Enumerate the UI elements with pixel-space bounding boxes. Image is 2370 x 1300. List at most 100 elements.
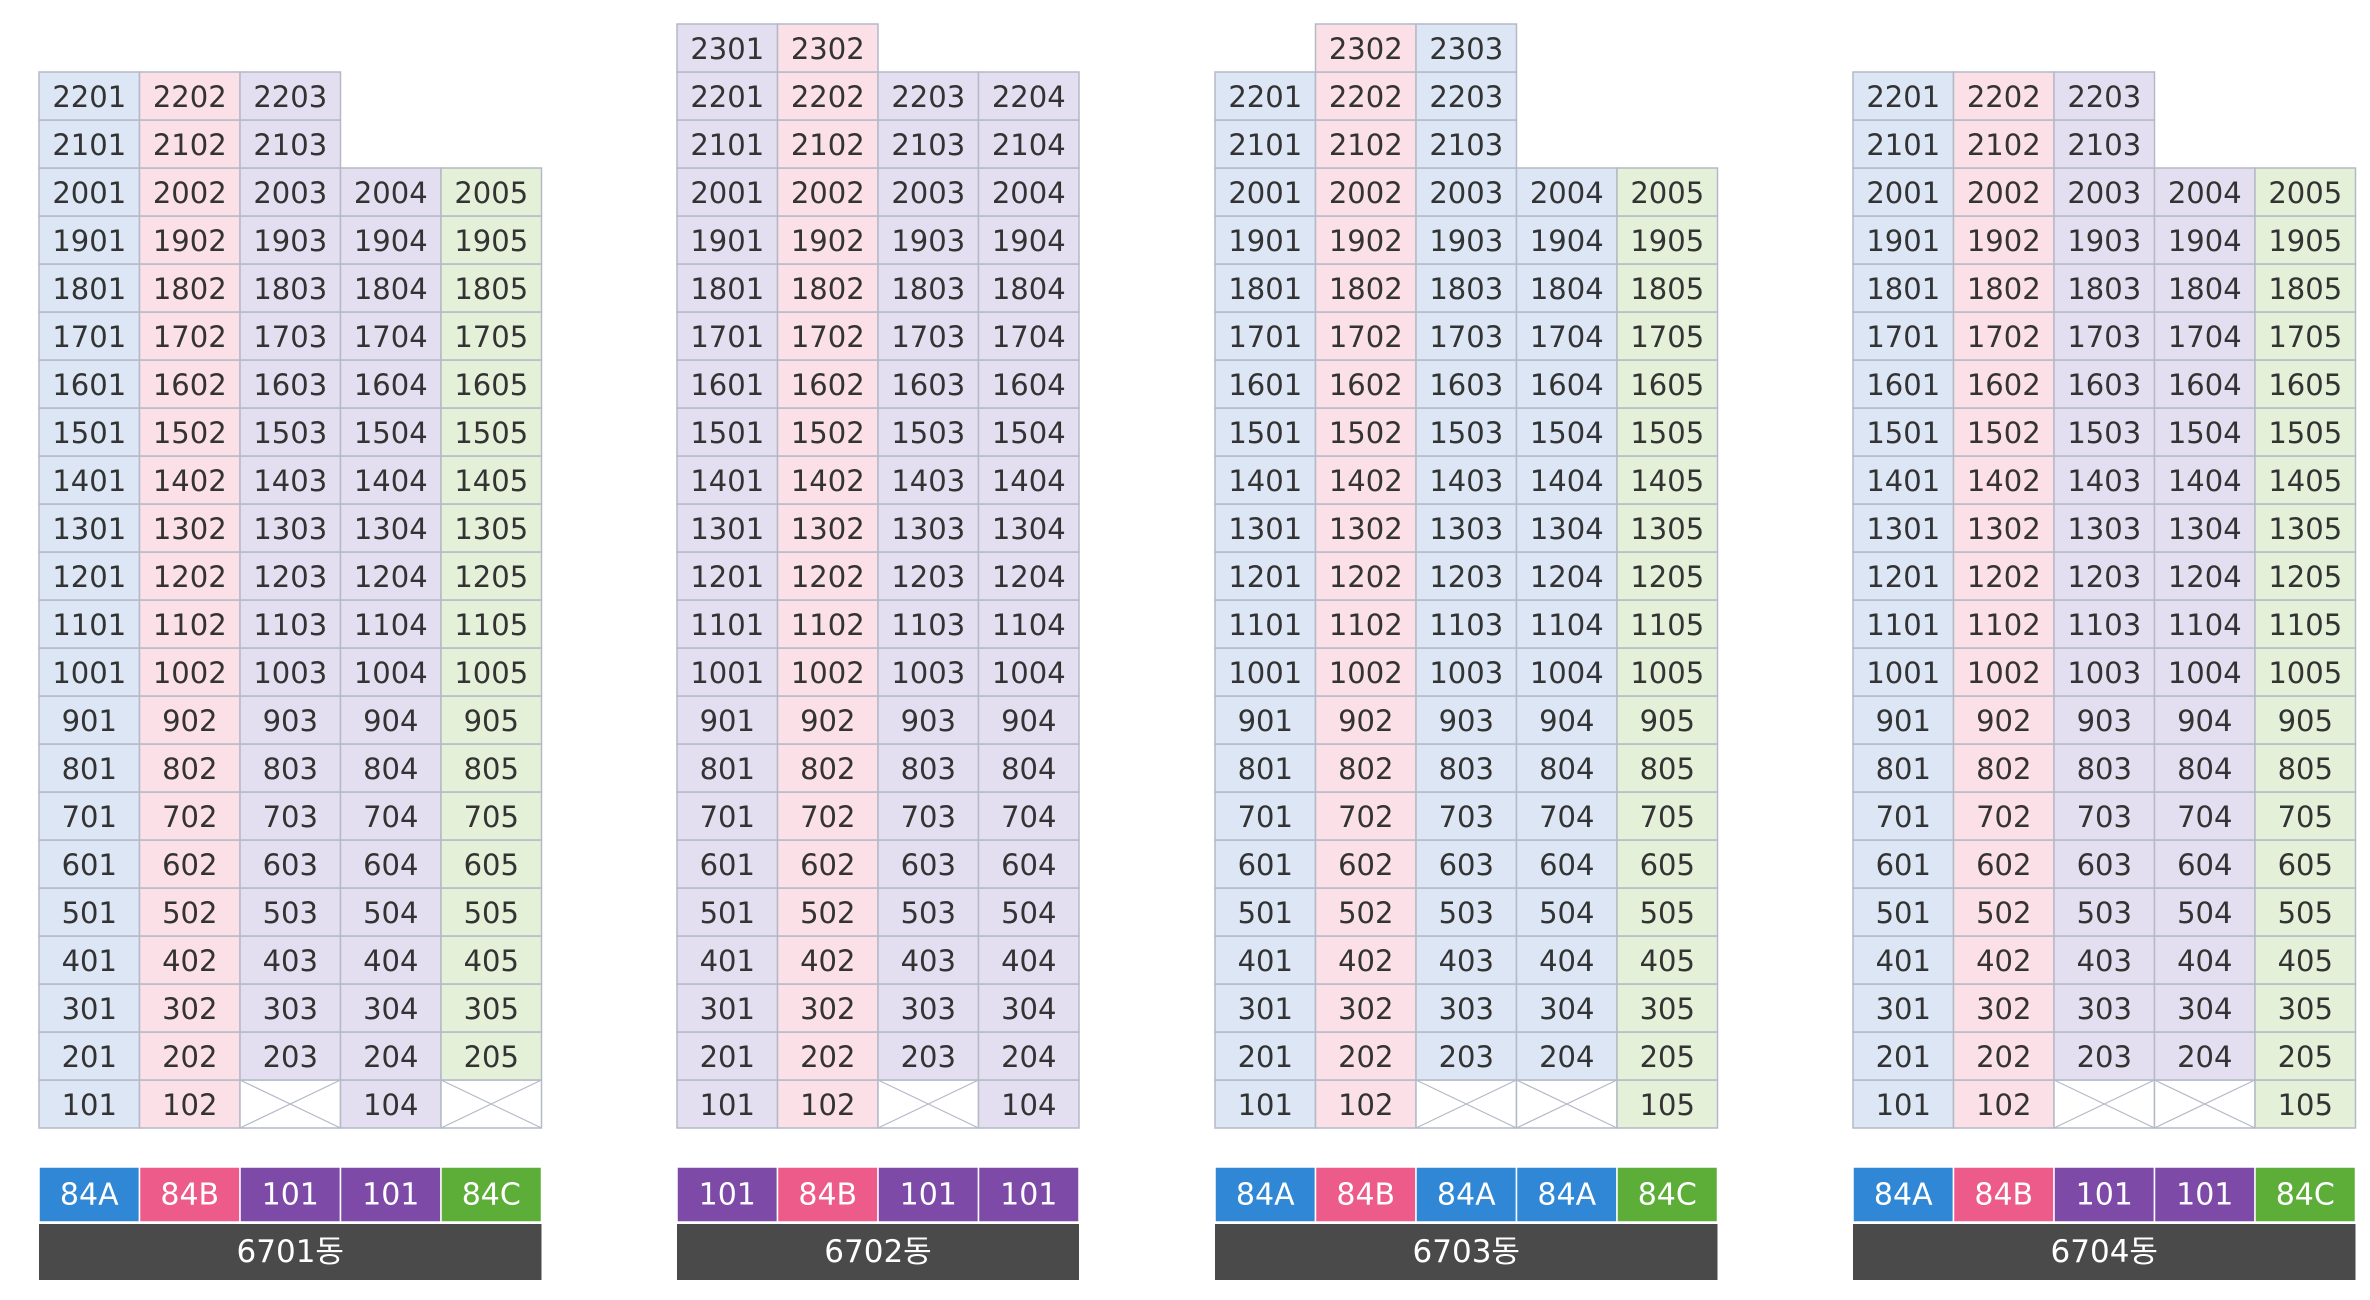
unit-cell bbox=[1952, 263, 2055, 313]
unit-number: 503 bbox=[1439, 896, 1494, 930]
unit-number: 1703 bbox=[891, 320, 965, 354]
unit-number: 304 bbox=[1001, 992, 1056, 1026]
unit-number: 1801 bbox=[690, 272, 764, 306]
unit-cell bbox=[1314, 983, 1417, 1033]
unit-number: 1404 bbox=[354, 464, 428, 498]
unit-number: 2103 bbox=[891, 128, 965, 162]
unit-number: 903 bbox=[901, 704, 956, 738]
unit-number: 601 bbox=[700, 848, 755, 882]
unit-number: 502 bbox=[1976, 896, 2031, 930]
unit-cell bbox=[440, 983, 543, 1033]
unit-cell bbox=[1852, 695, 1955, 745]
unit-number: 1801 bbox=[1866, 272, 1940, 306]
unit-cell bbox=[1515, 455, 1618, 505]
type-badge bbox=[38, 1166, 141, 1223]
unit-cell bbox=[1314, 503, 1417, 553]
unit-cell bbox=[38, 263, 141, 313]
unit-cell bbox=[1515, 503, 1618, 553]
unit-number: 1702 bbox=[1967, 320, 2041, 354]
unit-number: 102 bbox=[800, 1088, 855, 1122]
type-label: 101 bbox=[362, 1178, 419, 1213]
unit-number: 502 bbox=[162, 896, 217, 930]
unit-cell bbox=[877, 455, 980, 505]
unit-number: 604 bbox=[1539, 848, 1594, 882]
unit-number: 1701 bbox=[52, 320, 126, 354]
type-badge bbox=[1852, 1166, 1955, 1223]
unit-cell bbox=[339, 263, 442, 313]
unit-cell bbox=[977, 935, 1080, 985]
unit-cell bbox=[1314, 23, 1417, 73]
unit-number: 1401 bbox=[1866, 464, 1940, 498]
unit-cell bbox=[239, 119, 342, 169]
unit-cell bbox=[1415, 311, 1518, 361]
unit-number: 1002 bbox=[791, 656, 865, 690]
unit-cell bbox=[339, 935, 442, 985]
unit-number: 1503 bbox=[1429, 416, 1503, 450]
unit-number: 1405 bbox=[1630, 464, 1704, 498]
unit-cell bbox=[676, 455, 779, 505]
unit-number: 202 bbox=[1338, 1040, 1393, 1074]
cross bbox=[877, 1079, 979, 1129]
unit-number: 302 bbox=[162, 992, 217, 1026]
unit-number: 703 bbox=[1439, 800, 1494, 834]
unit-cell bbox=[138, 839, 241, 889]
unit-number: 1304 bbox=[354, 512, 428, 546]
unit-number: 2302 bbox=[1329, 32, 1403, 66]
unit-number: 405 bbox=[464, 944, 519, 978]
unit-cell bbox=[440, 503, 543, 553]
building: 101 201 301 401 501 601 701 801 901 1001 1101 1201 1… bbox=[676, 23, 1080, 1280]
unit-number: 1902 bbox=[153, 224, 227, 258]
unit-cell bbox=[38, 311, 141, 361]
type-label: 84A bbox=[1236, 1178, 1295, 1213]
unit-number: 1404 bbox=[2168, 464, 2242, 498]
unit-number: 1803 bbox=[253, 272, 327, 306]
unit-number: 1705 bbox=[1630, 320, 1704, 354]
unit-number: 1502 bbox=[1967, 416, 2041, 450]
unit-cell bbox=[1214, 839, 1317, 889]
unit-cell bbox=[977, 1079, 1080, 1129]
unit-number: 1905 bbox=[2268, 224, 2342, 258]
unit-cell bbox=[38, 887, 141, 937]
type-label: 84C bbox=[462, 1178, 521, 1213]
unit-cell bbox=[1415, 119, 1518, 169]
unit-number: 1204 bbox=[2168, 560, 2242, 594]
unit-cell bbox=[1214, 215, 1317, 265]
unit-number: 1302 bbox=[1329, 512, 1403, 546]
unit-cell bbox=[239, 743, 342, 793]
unit-cell bbox=[1952, 407, 2055, 457]
unit-number: 602 bbox=[800, 848, 855, 882]
unit-cell bbox=[440, 839, 543, 889]
unit-number: 1604 bbox=[1530, 368, 1604, 402]
unit-number: 1502 bbox=[153, 416, 227, 450]
unit-number: 1103 bbox=[253, 608, 327, 642]
unit-number: 901 bbox=[1876, 704, 1931, 738]
unit-number: 1204 bbox=[354, 560, 428, 594]
unit-number: 1703 bbox=[2067, 320, 2141, 354]
unit-number: 205 bbox=[2278, 1040, 2333, 1074]
unit-cell bbox=[676, 119, 779, 169]
unit-number: 604 bbox=[2177, 848, 2232, 882]
unit-cell bbox=[2153, 743, 2256, 793]
unit-cell bbox=[1314, 599, 1417, 649]
unit-number: 1501 bbox=[1228, 416, 1302, 450]
unit-number: 1605 bbox=[454, 368, 528, 402]
unit-number: 1705 bbox=[454, 320, 528, 354]
unit-number: 1201 bbox=[690, 560, 764, 594]
unit-number: 1902 bbox=[1967, 224, 2041, 258]
unit-number: 1301 bbox=[1228, 512, 1302, 546]
unit-number: 1505 bbox=[2268, 416, 2342, 450]
unit-number: 1301 bbox=[1866, 512, 1940, 546]
unit-number: 702 bbox=[162, 800, 217, 834]
unit-number: 704 bbox=[1001, 800, 1056, 834]
unit-cell bbox=[1852, 887, 1955, 937]
unit-cell bbox=[1415, 503, 1518, 553]
unit-number: 802 bbox=[800, 752, 855, 786]
unit-number: 1505 bbox=[1630, 416, 1704, 450]
cross bbox=[239, 1079, 341, 1129]
unit-number: 201 bbox=[1238, 1040, 1293, 1074]
unit-number: 105 bbox=[2278, 1088, 2333, 1122]
unit-number: 301 bbox=[1876, 992, 1931, 1026]
unit-cell bbox=[138, 263, 241, 313]
unit-cell bbox=[1952, 119, 2055, 169]
unit-cell bbox=[877, 311, 980, 361]
